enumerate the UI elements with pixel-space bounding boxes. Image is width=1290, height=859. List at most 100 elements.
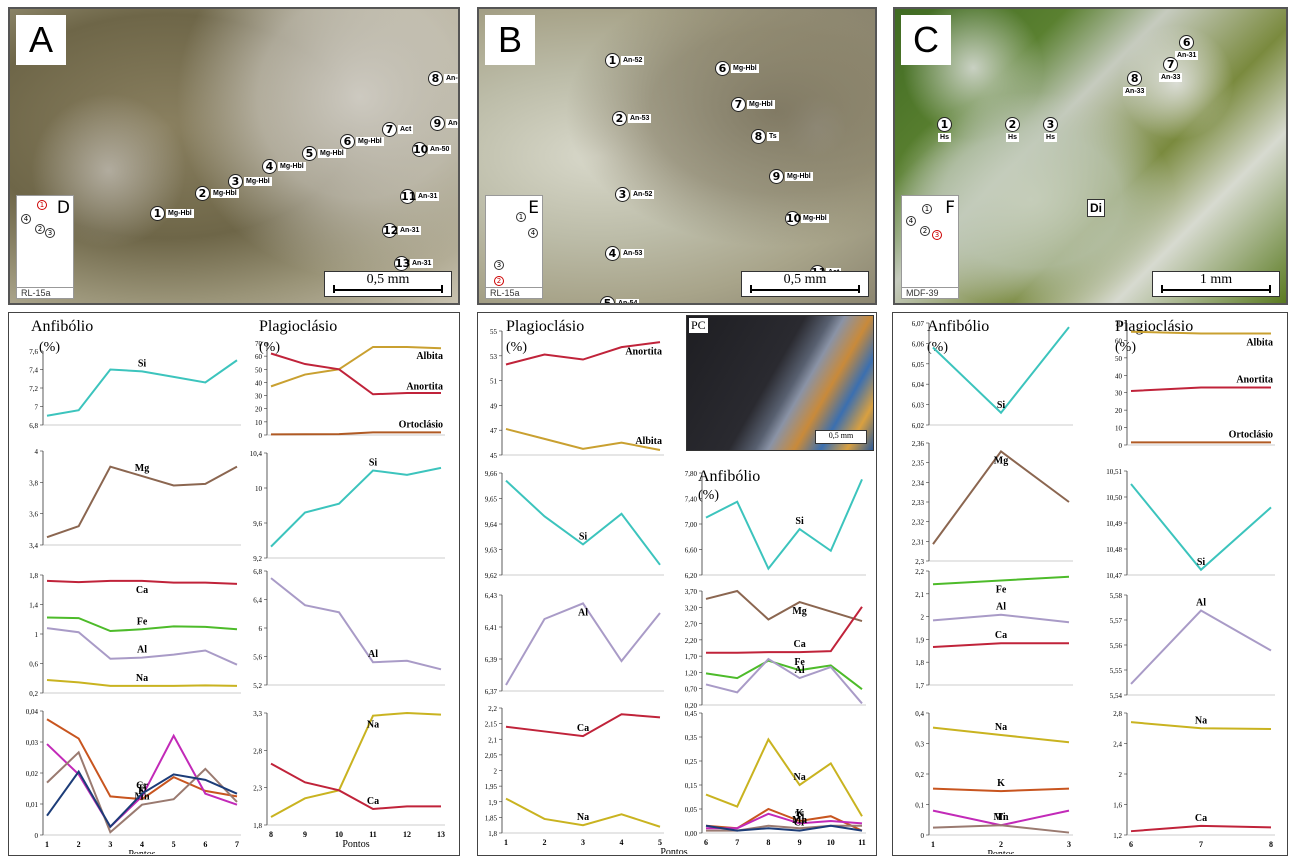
series-line-mn bbox=[932, 824, 1070, 834]
series-line-mg bbox=[705, 589, 863, 623]
y-tick-label: 1,95 bbox=[485, 783, 498, 791]
analysis-point-3: 3 An-52 bbox=[615, 187, 655, 202]
y-tick-label: 2,32 bbox=[912, 519, 925, 527]
series-label: Mg bbox=[792, 606, 806, 617]
y-tick-label: 9,62 bbox=[485, 572, 498, 580]
chart-title: Plagioclásio bbox=[506, 318, 584, 335]
scale-bar: 0,5 mm bbox=[324, 271, 452, 297]
y-tick-label: 0,15 bbox=[685, 782, 698, 790]
x-tick-label: 7 bbox=[735, 838, 739, 847]
analysis-point-9: 9An-53 bbox=[430, 116, 458, 131]
x-tick-label: 6 bbox=[1129, 840, 1133, 849]
chart-f-plagioclasio: Plagioclásio (%) 70 60 50 40 30 20 10 0 Albita Anor… bbox=[1106, 318, 1275, 849]
y-tick-label: 9,6 bbox=[253, 520, 262, 528]
y-tick-label: 2,70 bbox=[685, 621, 698, 629]
y-tick-label: 2,33 bbox=[912, 499, 925, 507]
x-tick-label: 11 bbox=[858, 838, 866, 847]
y-tick-label: 6,60 bbox=[685, 547, 698, 555]
x-tick-label: 5 bbox=[658, 838, 662, 847]
unit-label: (%) bbox=[1115, 340, 1136, 355]
y-tick-label: 0 bbox=[1119, 442, 1123, 450]
series-line-k bbox=[46, 718, 238, 801]
chart-e-plagioclasio: Plagioclásio(%)555351494745AnortitaAlbit… bbox=[485, 318, 664, 847]
series-label: Ortoclásio bbox=[399, 419, 443, 430]
pc-label: PC bbox=[689, 318, 708, 333]
y-tick-label: 2,8 bbox=[1113, 710, 1122, 718]
series-line-albita bbox=[1130, 330, 1271, 335]
y-tick-label: 50 bbox=[1115, 355, 1123, 363]
y-tick-label: 7,80 bbox=[685, 470, 698, 478]
y-tick-label: 1,9 bbox=[915, 636, 924, 644]
series-line-mg bbox=[932, 450, 1070, 545]
analysis-point-8: 8 An-33 bbox=[1123, 71, 1147, 96]
series-label: Si bbox=[138, 358, 147, 369]
chart-panel-e: Plagioclásio (%) 55 53 51 49 47 45 Anortita Albit… bbox=[477, 312, 877, 858]
x-tick-label: 2 bbox=[999, 840, 1003, 849]
series-label: Ca bbox=[136, 585, 148, 596]
y-tick-label: 1,8 bbox=[253, 822, 262, 830]
analysis-point-1: 1 Mg-Hbl bbox=[150, 206, 194, 221]
series-line-na bbox=[932, 726, 1070, 744]
series-label: Cr bbox=[794, 818, 806, 829]
analysis-point-7: 7 Act bbox=[382, 122, 414, 137]
y-tick-label: 1,7 bbox=[915, 682, 924, 690]
y-tick-label: 70 bbox=[1115, 320, 1123, 328]
y-tick-label: 2,1 bbox=[488, 736, 497, 744]
y-tick-label: 0,2 bbox=[29, 690, 38, 698]
series-label: Al bbox=[996, 602, 1006, 613]
y-tick-label: 0,2 bbox=[915, 771, 924, 779]
series-label: Cr bbox=[136, 781, 148, 792]
y-tick-label: 6,37 bbox=[485, 688, 498, 696]
y-tick-label: 3,4 bbox=[29, 542, 38, 550]
y-tick-label: 5,57 bbox=[1110, 617, 1123, 625]
series-line-na bbox=[705, 737, 863, 817]
series-line-ti bbox=[46, 733, 238, 829]
y-tick-label: 6,41 bbox=[485, 624, 498, 632]
y-tick-label: 6,43 bbox=[485, 592, 498, 600]
x-tick-label: 8 bbox=[766, 838, 770, 847]
analysis-point-4: 4 Mg-Hbl bbox=[262, 159, 306, 174]
series-label: Mg bbox=[135, 463, 149, 474]
y-tick-label: 1,8 bbox=[488, 830, 497, 838]
y-tick-label: 2 bbox=[494, 768, 498, 776]
series-line-si bbox=[932, 326, 1070, 415]
x-tick-label: 6 bbox=[203, 840, 207, 849]
y-tick-label: 2,36 bbox=[912, 440, 925, 448]
analysis-point-1: 1 An-52 bbox=[605, 53, 645, 68]
y-tick-label: 2,20 bbox=[685, 637, 698, 645]
series-label: Na bbox=[367, 720, 379, 731]
series-line-ca bbox=[1130, 824, 1272, 833]
series-line-fe bbox=[705, 659, 863, 690]
x-tick-label: 10 bbox=[335, 830, 343, 839]
y-tick-label: 2,05 bbox=[485, 752, 498, 760]
y-tick-label: 0,3 bbox=[915, 741, 924, 749]
x-tick-label: 7 bbox=[235, 840, 239, 849]
y-tick-label: 2,2 bbox=[915, 568, 924, 576]
y-tick-label: 5,6 bbox=[253, 654, 262, 662]
x-tick-label: 2 bbox=[77, 840, 81, 849]
y-tick-label: 9,65 bbox=[485, 496, 498, 504]
series-line-na bbox=[46, 679, 238, 687]
y-tick-label: 1,20 bbox=[685, 669, 698, 677]
series-line-si bbox=[705, 478, 863, 571]
analysis-point-12: 12 An-31 bbox=[382, 223, 422, 238]
x-tick-label: 9 bbox=[303, 830, 307, 839]
series-label: Albita bbox=[1246, 337, 1273, 348]
series-label: Ti bbox=[996, 812, 1005, 823]
y-tick-label: 6,07 bbox=[912, 320, 925, 328]
y-tick-label: 0,6 bbox=[29, 661, 38, 669]
y-tick-label: 2,2 bbox=[488, 705, 497, 713]
x-tick-label: 10 bbox=[827, 838, 835, 847]
series-label: Ca bbox=[995, 630, 1007, 641]
series-label: Anortita bbox=[406, 381, 443, 392]
series-line-fe bbox=[932, 575, 1070, 586]
x-tick-label: 3 bbox=[1067, 840, 1071, 849]
y-tick-label: 5,2 bbox=[253, 682, 262, 690]
series-line-ca bbox=[932, 642, 1069, 648]
y-tick-label: 40 bbox=[1115, 372, 1123, 380]
y-tick-label: 0,02 bbox=[26, 770, 39, 778]
analysis-point-11: 11 An-31 bbox=[400, 189, 440, 204]
